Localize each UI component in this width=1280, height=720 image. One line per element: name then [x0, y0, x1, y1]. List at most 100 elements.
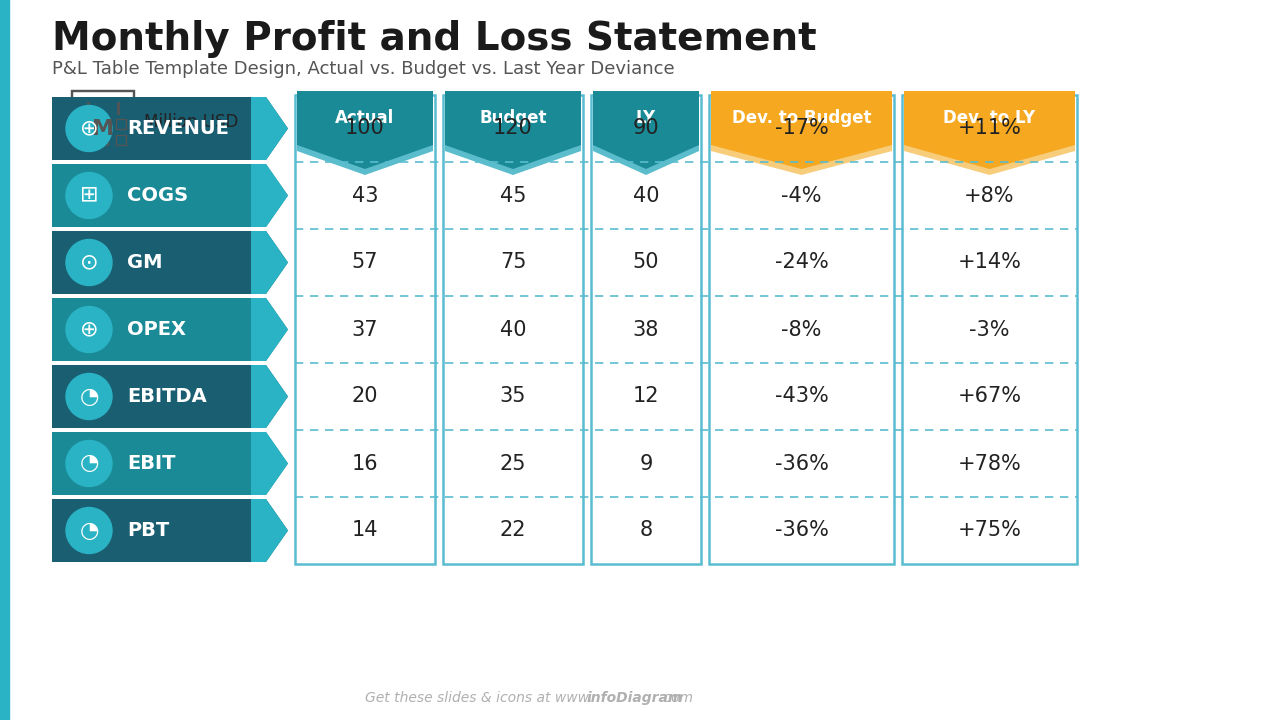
Polygon shape — [251, 432, 288, 495]
Text: 25: 25 — [499, 454, 526, 474]
Text: Budget: Budget — [479, 109, 547, 127]
Polygon shape — [593, 97, 699, 175]
Text: -17%: -17% — [774, 119, 828, 138]
Text: OPEX: OPEX — [127, 320, 186, 339]
Text: 38: 38 — [632, 320, 659, 340]
Circle shape — [67, 441, 113, 487]
Circle shape — [67, 374, 113, 420]
Text: 20: 20 — [352, 387, 379, 407]
Text: ⊕: ⊕ — [79, 320, 99, 340]
Polygon shape — [52, 164, 288, 227]
Text: +11%: +11% — [957, 119, 1021, 138]
Text: -8%: -8% — [781, 320, 822, 340]
Text: 50: 50 — [632, 253, 659, 272]
Bar — [902, 95, 1076, 564]
Text: 22: 22 — [499, 521, 526, 541]
Polygon shape — [52, 499, 288, 562]
Text: +78%: +78% — [957, 454, 1021, 474]
Polygon shape — [251, 97, 288, 160]
Polygon shape — [710, 97, 892, 175]
Text: -3%: -3% — [969, 320, 1010, 340]
Text: 90: 90 — [632, 119, 659, 138]
Polygon shape — [251, 231, 288, 294]
Polygon shape — [297, 97, 433, 175]
Bar — [116, 119, 125, 129]
Text: 45: 45 — [499, 186, 526, 205]
Circle shape — [67, 508, 113, 554]
Text: 8: 8 — [640, 521, 653, 541]
Polygon shape — [251, 499, 288, 562]
Text: ◔: ◔ — [79, 454, 99, 474]
Bar — [79, 135, 90, 145]
Text: Dev. to LY: Dev. to LY — [943, 109, 1036, 127]
Text: 14: 14 — [352, 521, 379, 541]
Polygon shape — [904, 97, 1075, 175]
Text: -43%: -43% — [774, 387, 828, 407]
Text: ⊞: ⊞ — [79, 186, 99, 205]
Text: EBIT: EBIT — [127, 454, 175, 473]
Polygon shape — [445, 97, 581, 175]
Circle shape — [67, 106, 113, 151]
Polygon shape — [52, 432, 288, 495]
Bar — [443, 95, 582, 564]
Text: Get these slides & icons at www.: Get these slides & icons at www. — [365, 691, 593, 705]
Circle shape — [67, 240, 113, 286]
Text: 40: 40 — [632, 186, 659, 205]
Text: ◔: ◔ — [79, 521, 99, 541]
Text: 40: 40 — [499, 320, 526, 340]
Text: COGS: COGS — [127, 186, 188, 205]
Bar — [116, 135, 125, 145]
Text: 75: 75 — [499, 253, 526, 272]
Text: GM: GM — [127, 253, 163, 272]
Text: 9: 9 — [639, 454, 653, 474]
Text: +8%: +8% — [964, 186, 1015, 205]
Bar — [99, 135, 108, 145]
Polygon shape — [710, 91, 892, 169]
Text: infoDiagram: infoDiagram — [588, 691, 684, 705]
Text: 100: 100 — [346, 119, 385, 138]
Text: LY: LY — [636, 109, 657, 127]
Text: 120: 120 — [493, 119, 532, 138]
Text: Monthly Profit and Loss Statement: Monthly Profit and Loss Statement — [52, 20, 817, 58]
Text: 43: 43 — [352, 186, 379, 205]
Polygon shape — [251, 164, 288, 227]
Text: ⊕: ⊕ — [79, 119, 99, 138]
Bar — [0, 0, 9, 720]
Text: PBT: PBT — [127, 521, 169, 540]
Text: 35: 35 — [499, 387, 526, 407]
Circle shape — [67, 307, 113, 353]
Polygon shape — [52, 231, 288, 294]
Text: ◔: ◔ — [79, 387, 99, 407]
Polygon shape — [251, 298, 288, 361]
Text: -4%: -4% — [781, 186, 822, 205]
Text: 12: 12 — [632, 387, 659, 407]
Text: ⊙: ⊙ — [79, 253, 99, 272]
Bar — [709, 95, 893, 564]
Bar — [591, 95, 701, 564]
Bar — [72, 91, 134, 107]
Text: P&L Table Template Design, Actual vs. Budget vs. Last Year Deviance: P&L Table Template Design, Actual vs. Bu… — [52, 60, 675, 78]
Text: -36%: -36% — [774, 521, 828, 541]
Polygon shape — [297, 91, 433, 169]
Text: EBITDA: EBITDA — [127, 387, 207, 406]
Text: .com: .com — [659, 691, 692, 705]
Bar — [72, 91, 134, 153]
Text: M: M — [92, 120, 114, 140]
Text: REVENUE: REVENUE — [127, 119, 229, 138]
Text: 57: 57 — [352, 253, 379, 272]
Text: +75%: +75% — [957, 521, 1021, 541]
Polygon shape — [445, 91, 581, 169]
Text: -24%: -24% — [774, 253, 828, 272]
Polygon shape — [593, 91, 699, 169]
Text: 16: 16 — [352, 454, 379, 474]
Text: +67%: +67% — [957, 387, 1021, 407]
Bar — [294, 95, 435, 564]
Text: 37: 37 — [352, 320, 379, 340]
Text: Million USD: Million USD — [143, 113, 238, 131]
Text: -36%: -36% — [774, 454, 828, 474]
Circle shape — [67, 173, 113, 218]
Polygon shape — [52, 97, 288, 160]
Text: Actual: Actual — [335, 109, 394, 127]
Bar — [79, 119, 90, 129]
Text: Dev. to Budget: Dev. to Budget — [732, 109, 872, 127]
